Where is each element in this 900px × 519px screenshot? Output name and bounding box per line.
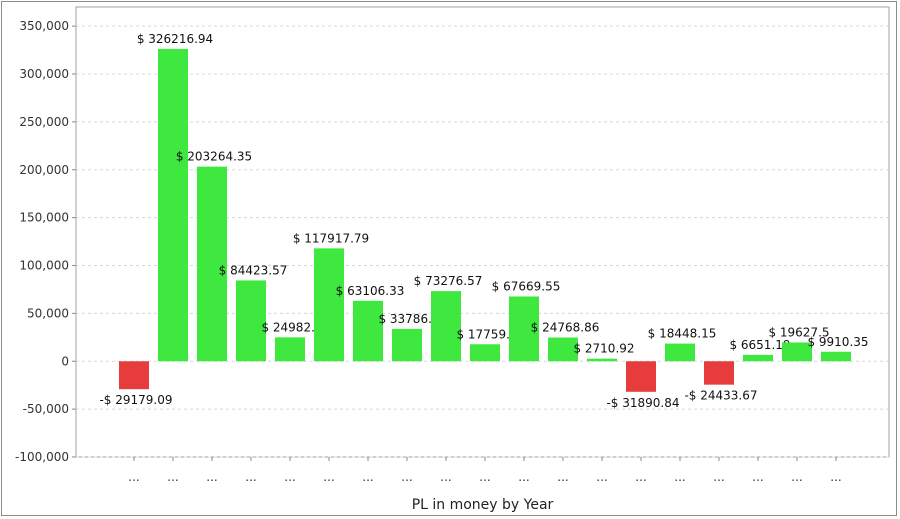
data-label: $ 63106.33 — [336, 284, 405, 298]
bar — [353, 300, 383, 362]
data-label: $ 18448.15 — [648, 327, 717, 341]
bar — [782, 342, 812, 362]
data-label: $ 203264.35 — [176, 150, 252, 164]
bar — [197, 166, 227, 362]
y-tick-label: 100,000 — [19, 259, 69, 273]
y-tick-label: 300,000 — [19, 67, 69, 81]
y-tick-label: 0 — [61, 354, 69, 368]
x-tick-label: ... — [440, 470, 451, 484]
x-tick-label: ... — [518, 470, 529, 484]
bar — [626, 361, 656, 392]
bar — [392, 328, 422, 362]
x-tick-label: ... — [284, 470, 295, 484]
bar — [275, 337, 305, 362]
data-label: $ 24768.86 — [531, 321, 600, 335]
data-label: $ 19627.5 — [768, 325, 829, 339]
y-tick-label: 350,000 — [19, 19, 69, 33]
data-label: $ 33786.6 — [378, 312, 439, 326]
y-tick-label: 250,000 — [19, 115, 69, 129]
data-label: $ 117917.79 — [293, 231, 369, 245]
y-tick-label: 50,000 — [27, 306, 69, 320]
x-tick-label: ... — [167, 470, 178, 484]
x-tick-label: ... — [830, 470, 841, 484]
x-tick-label: ... — [674, 470, 685, 484]
bar — [470, 344, 500, 362]
data-label: $ 6651.19 — [729, 338, 790, 352]
x-tick-label: ... — [596, 470, 607, 484]
bar — [821, 351, 851, 362]
data-label: -$ 29179.09 — [99, 393, 172, 407]
data-label: $ 73276.57 — [414, 274, 483, 288]
bar — [548, 337, 578, 362]
bar — [509, 296, 539, 362]
data-label: $ 84423.57 — [219, 263, 288, 277]
x-tick-label: ... — [635, 470, 646, 484]
bar — [431, 291, 461, 362]
bar — [119, 361, 149, 390]
x-tick-label: ... — [557, 470, 568, 484]
data-label: $ 9910.35 — [807, 335, 868, 349]
x-tick-label: ... — [128, 470, 139, 484]
bar — [704, 361, 734, 385]
bar — [743, 354, 773, 362]
x-tick-label: ... — [791, 470, 802, 484]
x-tick-label: ... — [713, 470, 724, 484]
bar — [158, 48, 188, 362]
x-tick-label: ... — [323, 470, 334, 484]
y-tick-label: -100,000 — [15, 450, 69, 464]
bar — [665, 343, 695, 362]
data-label: $ 24982.6 — [261, 320, 322, 334]
y-tick-label: 200,000 — [19, 163, 69, 177]
data-label: -$ 24433.67 — [684, 389, 757, 403]
data-label: $ 67669.55 — [492, 279, 561, 293]
data-label: $ 2710.92 — [573, 342, 634, 356]
x-tick-label: ... — [401, 470, 412, 484]
x-tick-label: ... — [479, 470, 490, 484]
x-axis-title: PL in money by Year — [412, 497, 554, 513]
data-label: $ 326216.94 — [137, 32, 213, 46]
x-tick-label: ... — [245, 470, 256, 484]
bar — [587, 358, 617, 362]
x-tick-label: ... — [362, 470, 373, 484]
x-tick-label: ... — [206, 470, 217, 484]
bar — [236, 280, 266, 362]
bar — [314, 248, 344, 362]
data-label: $ 17759.4 — [456, 327, 517, 341]
y-tick-label: 150,000 — [19, 211, 69, 225]
x-tick-label: ... — [752, 470, 763, 484]
y-tick-label: -50,000 — [23, 402, 69, 416]
data-label: -$ 31890.84 — [606, 396, 679, 410]
